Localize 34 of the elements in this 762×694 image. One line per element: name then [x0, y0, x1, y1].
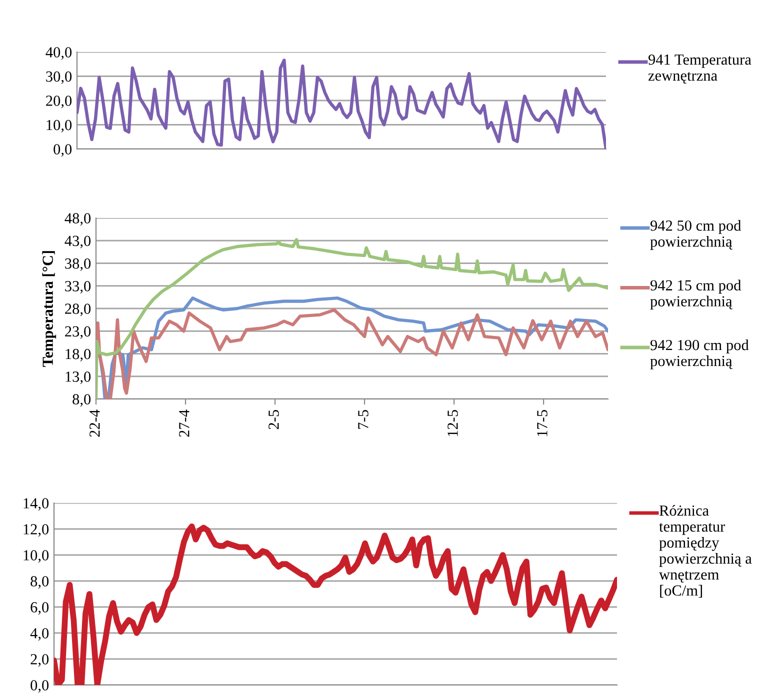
y-tick-label: 2,0: [30, 654, 49, 667]
legend-label: 942 50 cm pod powierzchnią: [650, 220, 742, 250]
y-tick-label: 18,0: [66, 348, 91, 362]
legend-label: 941 Temperatura zewnętrzna: [648, 54, 752, 84]
x-tick-label: 17-5: [537, 410, 548, 436]
y-tick-label: 23,0: [65, 326, 91, 339]
y-tick-label: 12,0: [24, 524, 49, 537]
y-tick-label: 28,0: [65, 304, 91, 316]
y-tick-label: 4,0: [30, 628, 49, 641]
y-tick-label: 48,0: [64, 213, 91, 226]
y-axis-title: Temperatura [°C]: [42, 251, 56, 367]
y-tick-label: 6,0: [30, 602, 49, 615]
y-tick-label: 30,0: [46, 71, 72, 84]
x-tick-label: 12-5: [448, 410, 458, 436]
y-tick-label: 43,0: [64, 236, 91, 248]
legend-label: Różnica temperatur pomiędzy powierzchnią a wnętrzem [oC/m]: [659, 504, 752, 598]
y-tick-label: 20,0: [46, 96, 72, 108]
y-tick-label: 8,0: [30, 576, 49, 589]
x-tick-label: 27-4: [179, 410, 190, 437]
y-tick-label: 8,0: [72, 394, 91, 407]
y-tick-label: 33,0: [65, 281, 91, 294]
legend-label: 942 190 cm pod powierzchnią: [650, 339, 749, 370]
legend-label: 942 15 cm pod powierzchnią: [650, 280, 742, 310]
y-tick-label: 14,0: [24, 498, 49, 511]
y-tick-label: 10,0: [24, 550, 49, 563]
y-tick-label: 13,0: [66, 372, 91, 384]
y-tick-label: 40,0: [46, 47, 72, 60]
y-tick-label: 0,0: [54, 144, 72, 157]
y-tick-label: 38,0: [65, 258, 91, 271]
x-tick-label: 7-5: [358, 410, 368, 429]
x-tick-label: 2-5: [268, 410, 279, 430]
y-tick-label: 0,0: [30, 680, 49, 693]
x-tick-label: 22-4: [90, 410, 100, 437]
y-tick-label: 10,0: [46, 120, 72, 132]
